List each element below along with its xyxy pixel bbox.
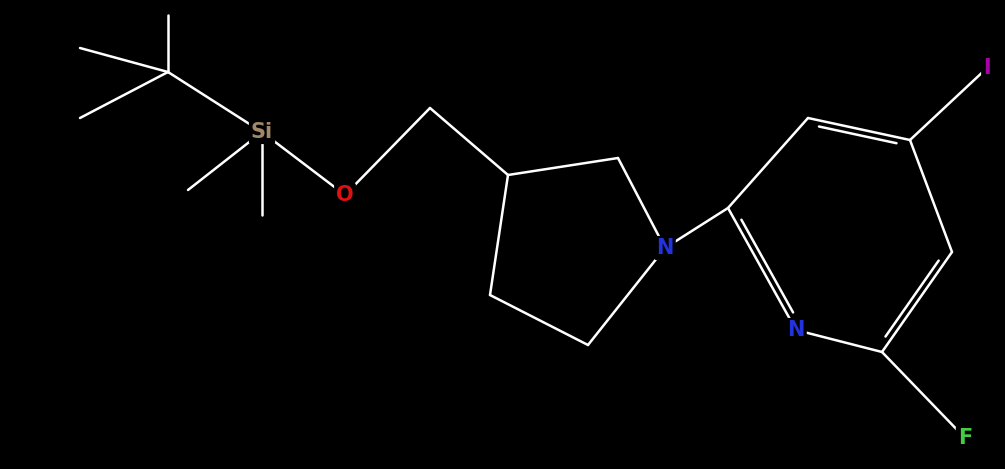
Text: F: F xyxy=(958,428,972,448)
Text: N: N xyxy=(656,238,673,258)
Text: Si: Si xyxy=(251,122,273,142)
Text: N: N xyxy=(787,320,805,340)
Text: O: O xyxy=(337,185,354,205)
Text: I: I xyxy=(983,58,991,78)
